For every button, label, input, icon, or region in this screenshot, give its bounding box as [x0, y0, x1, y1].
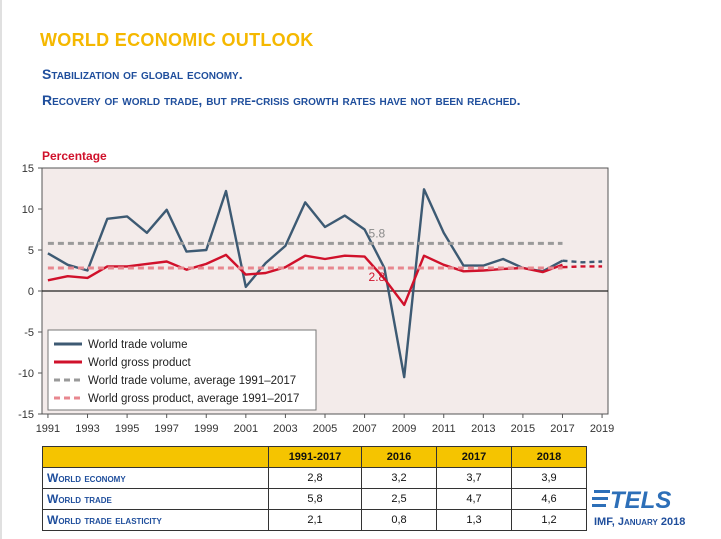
y-tick-label: 0: [28, 286, 34, 298]
x-tick-label: 2007: [352, 423, 376, 435]
table-cell: 4,6: [511, 488, 587, 510]
table-header-cell: 2018: [511, 446, 587, 468]
series-trade-volume: [47, 188, 564, 379]
x-tick-label: 2011: [432, 423, 456, 435]
page-title: World economic outlook: [40, 30, 314, 50]
x-tick-label: 2009: [392, 423, 416, 435]
x-tick-label: 1993: [75, 423, 99, 435]
row-label-world-trade-elasticity: World trade elasticity: [42, 509, 269, 531]
left-border: [0, 0, 2, 539]
subtitle-stabilization: Stabilization of global economy.: [42, 66, 243, 82]
table-corner: [42, 446, 269, 468]
legend-entry: World gross product, average 1991–2017: [88, 393, 299, 405]
y-axis-label: Percentage: [42, 149, 107, 163]
table-row: World trade 5,8 2,5 4,7 4,6: [42, 488, 587, 510]
table-row: World trade elasticity 2,1 0,8 1,3 1,2: [42, 509, 587, 531]
x-tick-label: 1995: [115, 423, 139, 435]
table-cell: 4,7: [436, 488, 512, 510]
x-tick-label: 2017: [550, 423, 574, 435]
summary-table: 1991-2017 2016 2017 2018 World economy 2…: [42, 446, 587, 531]
x-tick-label: 2005: [313, 423, 337, 435]
x-tick-label: 2019: [590, 423, 614, 435]
y-tick-label: -10: [18, 368, 34, 380]
y-tick-label: 10: [22, 204, 34, 216]
legend-entry: World gross product: [88, 357, 191, 369]
subtitle-recovery: Recovery of world trade, but pre-crisis …: [42, 92, 521, 108]
x-tick-label: 1997: [154, 423, 178, 435]
average-label-gross: 2.8: [369, 270, 386, 284]
row-label-world-economy: World economy: [42, 467, 269, 489]
legend-entry: World trade volume, average 1991–2017: [88, 375, 296, 387]
table-cell: 2,5: [361, 488, 437, 510]
table-header-cell: 2016: [361, 446, 437, 468]
tels-logo: TELS: [592, 487, 671, 514]
y-tick-label: -5: [24, 327, 34, 339]
table-cell: 2,8: [268, 467, 362, 489]
x-tick-label: 1999: [194, 423, 218, 435]
source-note: IMF, January 2018: [594, 516, 686, 528]
table-cell: 5,8: [268, 488, 362, 510]
series-gross-product: [47, 253, 563, 307]
table-cell: 2,1: [268, 509, 362, 531]
legend-box: [47, 329, 317, 411]
x-tick-label: 1991: [36, 423, 60, 435]
x-tick-label: 2001: [234, 423, 258, 435]
table-cell: 3,2: [361, 467, 437, 489]
y-tick-label: 15: [22, 163, 34, 175]
table-header-cell: 1991-2017: [268, 446, 362, 468]
x-tick-label: 2013: [471, 423, 495, 435]
table-cell: 1,3: [436, 509, 512, 531]
y-tick-label: 5: [28, 245, 34, 257]
legend-entry: World trade volume: [88, 339, 188, 351]
tels-logo-text: TELS: [610, 487, 671, 514]
average-label-trade: 5.8: [369, 226, 386, 240]
x-tick-label: 2015: [511, 423, 535, 435]
table-row: World economy 2,8 3,2 3,7 3,9: [42, 467, 587, 489]
chart-container: Percentage 15 10 5 0 -5 -10 -15 1991 1993 1995 1997…: [0, 140, 721, 445]
row-label-world-trade: World trade: [42, 488, 269, 510]
table-cell: 0,8: [361, 509, 437, 531]
table-cell: 3,9: [511, 467, 587, 489]
table-header-cell: 2017: [436, 446, 512, 468]
table-cell: 1,2: [511, 509, 587, 531]
x-tick-label: 2003: [273, 423, 297, 435]
series-gross-forecast: [562, 265, 603, 269]
y-tick-label: -15: [18, 409, 34, 421]
series-trade-forecast: [562, 259, 603, 264]
table-cell: 3,7: [436, 467, 512, 489]
table-header-row: 1991-2017 2016 2017 2018: [42, 446, 587, 468]
